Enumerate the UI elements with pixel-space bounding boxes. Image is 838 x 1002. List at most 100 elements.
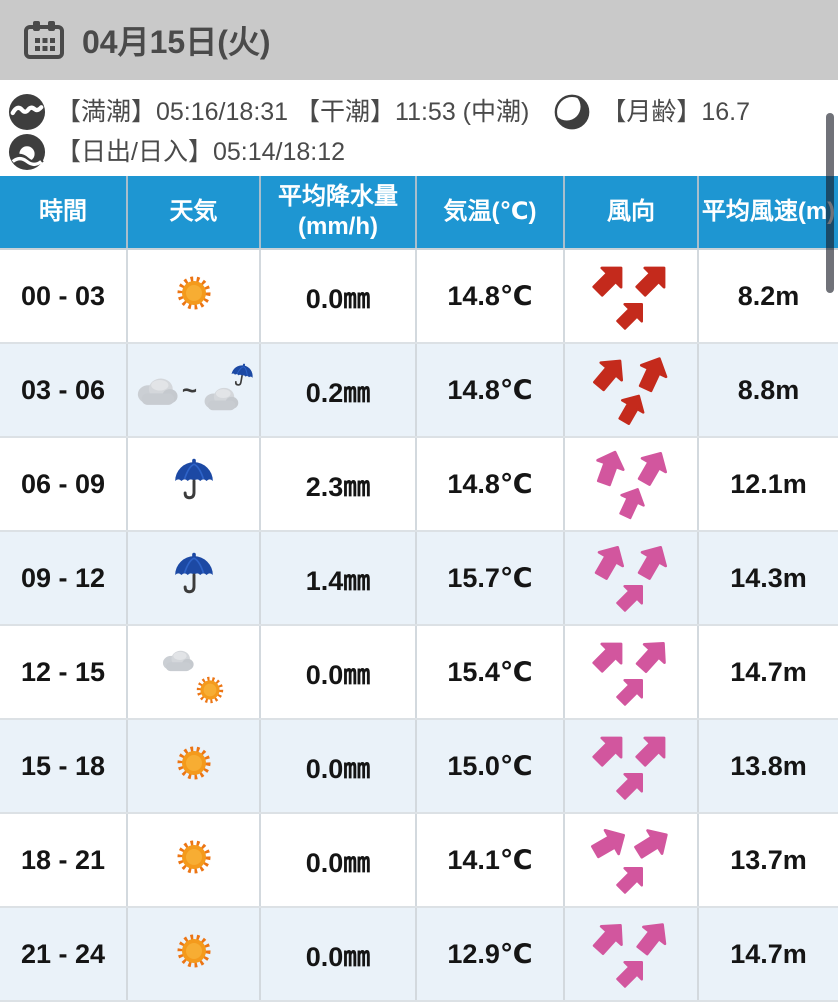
time-cell: 15 - 18 <box>0 719 127 814</box>
tide-text: 【満潮】05:16/18:31 【干潮】11:53 (中潮) <box>56 98 530 126</box>
wind-direction-cell <box>563 719 698 814</box>
forecast-table: 時間 天気 平均降水量 (mm/h) 気温(℃) 風向 平均風速(m) 00 - 03 0.… <box>0 176 838 1002</box>
weather-cell <box>126 531 260 626</box>
temperature-cell: 12.9℃ <box>415 907 564 1002</box>
weather-transition-glyph: ~ <box>181 374 198 405</box>
wind-direction-cell <box>563 625 698 720</box>
umbrella-icon <box>174 552 213 593</box>
wind-direction-cell <box>563 249 698 344</box>
weather-cell <box>126 249 260 344</box>
sunny-icon <box>174 743 214 783</box>
rain-icon <box>171 458 217 504</box>
wind-arrow-icon <box>591 828 625 859</box>
sun-icon <box>177 840 210 873</box>
wind-arrow-icon <box>637 452 668 486</box>
wind-arrow-icon <box>615 960 643 988</box>
wind-arrow-icon <box>615 302 643 330</box>
moon-icon <box>553 93 591 131</box>
wind-direction-icons <box>565 449 697 520</box>
rain-icon <box>171 552 217 598</box>
wind-direction-icons <box>565 919 697 989</box>
table-row: 09 - 12 1.4㎜ 15.7℃ 14.3m <box>0 531 838 626</box>
col-header-wind: 風向 <box>563 176 698 250</box>
wind-arrow-icon <box>618 488 645 520</box>
umbrella-icon <box>231 363 253 386</box>
wind-speed-cell: 12.1m <box>697 437 838 532</box>
time-cell: 18 - 21 <box>0 813 127 908</box>
precipitation-cell: 0.2㎜ <box>259 343 416 438</box>
wind-arrow-icon <box>635 642 666 673</box>
cloud-icon <box>137 378 178 405</box>
sunrise-sunset-text: 【日出/日入】05:14/18:12 <box>56 138 346 166</box>
tide-sun-info: 【満潮】05:16/18:31 【干潮】11:53 (中潮) 【月齢】16.7 … <box>0 80 838 176</box>
wind-speed-cell: 14.3m <box>697 531 838 626</box>
precipitation-cell: 0.0㎜ <box>259 719 416 814</box>
wind-arrow-icon <box>638 357 668 393</box>
wind-direction-icons <box>565 543 697 613</box>
sun-icon <box>177 746 210 779</box>
precipitation-cell: 0.0㎜ <box>259 625 416 720</box>
wind-speed-cell: 13.8m <box>697 719 838 814</box>
time-cell: 06 - 09 <box>0 437 127 532</box>
precipitation-cell: 1.4㎜ <box>259 531 416 626</box>
time-cell: 21 - 24 <box>0 907 127 1002</box>
cloudy-then-rain-icon: ~ <box>128 363 259 413</box>
time-cell: 00 - 03 <box>0 249 127 344</box>
umbrella-icon <box>174 458 213 499</box>
moon-age-text: 【月齢】16.7 <box>601 98 750 126</box>
wind-direction-icons <box>565 261 697 331</box>
temperature-cell: 15.7℃ <box>415 531 564 626</box>
wind-arrow-icon <box>615 678 643 706</box>
wind-speed-cell: 14.7m <box>697 907 838 1002</box>
temperature-cell: 15.0℃ <box>415 719 564 814</box>
wind-arrow-icon <box>635 266 666 297</box>
wind-arrow-icon <box>592 266 623 297</box>
wind-direction-icons <box>565 825 697 895</box>
weather-cell: ~ <box>126 343 260 438</box>
table-body: 00 - 03 0.0㎜ 14.8℃ 8.2m 03 - 06 ~ 0.2㎜ 14.8… <box>0 249 838 1002</box>
temperature-cell: 14.8℃ <box>415 437 564 532</box>
table-row: 06 - 09 2.3㎜ 14.8℃ 12.1m <box>0 437 838 532</box>
tide-info-line: 【満潮】05:16/18:31 【干潮】11:53 (中潮) 【月齢】16.7 <box>8 92 832 132</box>
weather-cell <box>126 719 260 814</box>
wind-speed-cell: 14.7m <box>697 625 838 720</box>
precipitation-cell: 2.3㎜ <box>259 437 416 532</box>
temperature-cell: 14.8℃ <box>415 343 564 438</box>
sunny-icon <box>174 273 214 313</box>
wind-arrow-icon <box>596 450 625 487</box>
temperature-cell: 14.8℃ <box>415 249 564 344</box>
cloud-icon <box>204 387 239 411</box>
table-row: 12 - 15 0.0㎜ 15.4℃ 14.7m <box>0 625 838 720</box>
col-header-speed: 平均風速(m) <box>697 176 838 250</box>
table-row: 21 - 24 0.0㎜ 12.9℃ 14.7m <box>0 907 838 1002</box>
wind-direction-cell <box>563 437 698 532</box>
cloud-icon <box>162 650 194 672</box>
wind-arrow-icon <box>593 359 624 392</box>
precipitation-cell: 0.0㎜ <box>259 813 416 908</box>
sunny-icon <box>174 837 214 877</box>
calendar-icon <box>22 18 66 62</box>
wind-arrow-icon <box>615 584 643 612</box>
wind-direction-icons <box>565 355 697 425</box>
wind-direction-cell <box>563 813 698 908</box>
wave-icon <box>8 93 46 131</box>
col-header-time: 時間 <box>0 176 127 250</box>
sun-icon <box>196 676 223 704</box>
weather-cell <box>126 437 260 532</box>
sun-icon <box>177 934 210 967</box>
sunny-icon <box>174 931 214 971</box>
scrollbar-thumb[interactable] <box>826 113 834 293</box>
table-header: 時間 天気 平均降水量 (mm/h) 気温(℃) 風向 平均風速(m) <box>0 176 838 250</box>
weather-cell <box>126 813 260 908</box>
sunrise-info-line: 【日出/日入】05:14/18:12 <box>8 132 832 172</box>
table-row: 15 - 18 0.0㎜ 15.0℃ 13.8m <box>0 719 838 814</box>
wind-arrow-icon <box>635 736 666 767</box>
wind-arrow-icon <box>615 866 643 894</box>
time-cell: 09 - 12 <box>0 531 127 626</box>
wind-arrow-icon <box>617 394 644 425</box>
precipitation-cell: 0.0㎜ <box>259 249 416 344</box>
date-header-bar: 04月15日(火) <box>0 0 838 80</box>
weather-cell <box>126 625 260 720</box>
wind-direction-icons <box>565 731 697 801</box>
weather-cell <box>126 907 260 1002</box>
